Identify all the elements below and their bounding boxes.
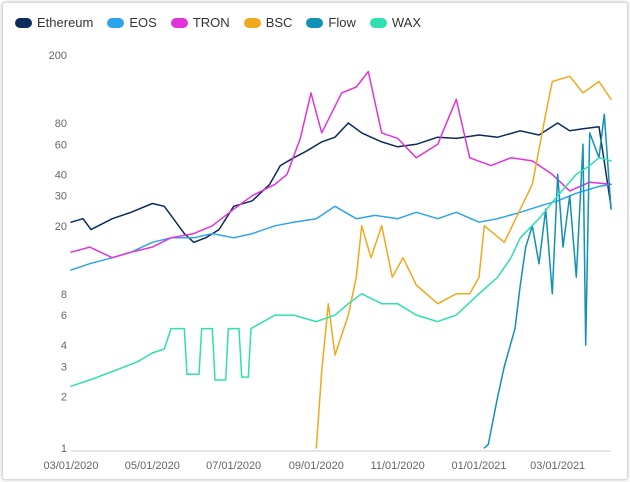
- legend-label: TRON: [192, 15, 230, 30]
- line-chart: 1 2 3 4 6 8 20 30 40 60 80 200 03/01/2020 05/01/2020 0…: [43, 50, 612, 472]
- legend-swatch: [15, 17, 32, 28]
- legend-item-flow[interactable]: Flow: [306, 15, 356, 30]
- legend-swatch: [243, 17, 261, 28]
- legend-item-eos[interactable]: EOS: [107, 15, 157, 30]
- legend-label: Flow: [328, 15, 356, 30]
- series-line-tron[interactable]: [70, 70, 612, 259]
- y-tick-label: 2: [61, 392, 67, 404]
- x-tick-label: 03/01/2020: [43, 460, 98, 472]
- chart-legend: Ethereum EOS TRON BSC Flow WAX: [15, 15, 421, 30]
- y-tick-label: 80: [55, 118, 67, 130]
- y-tick-label: 4: [61, 340, 67, 352]
- x-tick-label: 07/01/2020: [206, 460, 261, 472]
- y-tick-label: 20: [55, 221, 67, 233]
- legend-item-bsc[interactable]: BSC: [243, 15, 293, 30]
- x-tick-label: 09/01/2020: [289, 460, 344, 472]
- legend-item-wax[interactable]: WAX: [369, 15, 422, 30]
- y-tick-label: 6: [61, 310, 67, 322]
- x-tick-label: 05/01/2020: [125, 460, 180, 472]
- y-tick-label: 40: [55, 169, 67, 181]
- legend-label: EOS: [129, 15, 157, 30]
- legend-label: BSC: [265, 15, 293, 30]
- y-tick-label: 3: [61, 362, 67, 374]
- x-tick-label: 11/01/2020: [371, 460, 425, 472]
- series-line-ethereum[interactable]: [70, 122, 612, 244]
- y-tick-label: 30: [55, 191, 67, 203]
- legend-label: WAX: [391, 15, 422, 30]
- y-tick-label: 8: [61, 289, 67, 301]
- legend-label: Ethereum: [37, 15, 94, 30]
- legend-swatch: [170, 17, 188, 28]
- series-line-flow[interactable]: [483, 113, 612, 449]
- y-tick-label: 60: [55, 139, 67, 151]
- y-tick-label: 200: [49, 50, 67, 62]
- legend-swatch: [306, 17, 324, 28]
- x-tick-label: 01/01/2021: [451, 460, 506, 472]
- legend-swatch: [107, 17, 125, 28]
- series-line-wax[interactable]: [70, 157, 612, 387]
- legend-item-tron[interactable]: TRON: [170, 15, 230, 30]
- legend-swatch: [369, 17, 387, 28]
- x-tick-label: 03/01/2021: [530, 460, 585, 472]
- series-line-bsc[interactable]: [315, 75, 612, 449]
- y-tick-label: 1: [61, 443, 67, 455]
- series-line-eos[interactable]: [70, 183, 612, 271]
- legend-item-ethereum[interactable]: Ethereum: [15, 15, 93, 30]
